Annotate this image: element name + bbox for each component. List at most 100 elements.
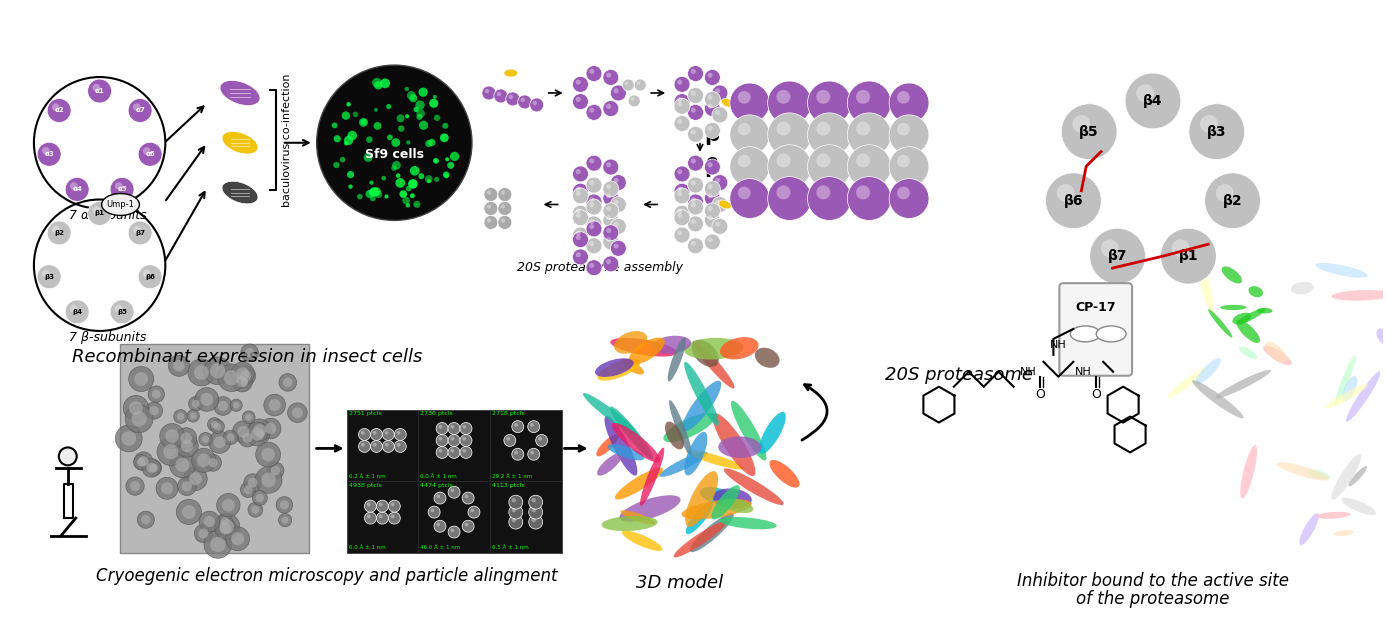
Text: α3: α3 bbox=[44, 151, 54, 157]
Ellipse shape bbox=[718, 200, 732, 209]
Circle shape bbox=[371, 78, 381, 88]
Circle shape bbox=[348, 185, 352, 189]
Circle shape bbox=[183, 467, 207, 490]
Ellipse shape bbox=[628, 337, 665, 365]
Circle shape bbox=[606, 216, 611, 221]
Ellipse shape bbox=[1300, 513, 1318, 545]
Circle shape bbox=[808, 81, 851, 125]
Circle shape bbox=[348, 131, 358, 140]
Circle shape bbox=[359, 441, 370, 453]
Circle shape bbox=[240, 482, 256, 497]
Ellipse shape bbox=[668, 337, 686, 382]
Circle shape bbox=[383, 428, 395, 441]
Circle shape bbox=[442, 500, 466, 524]
Circle shape bbox=[610, 219, 626, 234]
Circle shape bbox=[233, 421, 255, 443]
Circle shape bbox=[589, 219, 595, 224]
Circle shape bbox=[687, 126, 704, 142]
Text: 4113 ptcls: 4113 ptcls bbox=[492, 483, 525, 488]
Circle shape bbox=[484, 202, 498, 216]
Circle shape bbox=[614, 200, 618, 205]
Circle shape bbox=[391, 138, 401, 147]
Circle shape bbox=[65, 178, 89, 202]
Circle shape bbox=[575, 213, 581, 218]
Circle shape bbox=[42, 270, 50, 277]
Text: Cryoegenic electron microscopy and particle alingment: Cryoegenic electron microscopy and parti… bbox=[96, 567, 557, 585]
Circle shape bbox=[708, 237, 712, 242]
Circle shape bbox=[164, 444, 179, 459]
Circle shape bbox=[391, 502, 395, 506]
Ellipse shape bbox=[685, 432, 707, 475]
Circle shape bbox=[139, 142, 162, 166]
Circle shape bbox=[426, 175, 432, 183]
Circle shape bbox=[159, 423, 184, 448]
Circle shape bbox=[589, 180, 595, 185]
Circle shape bbox=[407, 91, 416, 100]
Ellipse shape bbox=[674, 521, 726, 557]
Circle shape bbox=[511, 448, 524, 460]
Circle shape bbox=[218, 401, 229, 411]
Circle shape bbox=[409, 180, 417, 188]
Ellipse shape bbox=[615, 468, 663, 499]
Circle shape bbox=[1216, 184, 1234, 202]
Circle shape bbox=[137, 458, 146, 466]
Circle shape bbox=[768, 176, 811, 221]
Circle shape bbox=[123, 396, 148, 421]
Circle shape bbox=[426, 140, 432, 147]
Circle shape bbox=[47, 221, 71, 245]
Circle shape bbox=[438, 437, 442, 441]
Circle shape bbox=[622, 79, 635, 91]
Circle shape bbox=[704, 234, 721, 250]
Circle shape bbox=[518, 95, 532, 109]
Circle shape bbox=[370, 428, 383, 441]
Circle shape bbox=[367, 502, 370, 506]
Text: β4: β4 bbox=[1143, 94, 1163, 108]
Circle shape bbox=[704, 123, 721, 138]
Circle shape bbox=[486, 190, 491, 195]
Circle shape bbox=[225, 370, 240, 386]
Ellipse shape bbox=[718, 436, 761, 458]
Circle shape bbox=[536, 434, 547, 446]
Circle shape bbox=[808, 176, 851, 221]
Circle shape bbox=[589, 202, 595, 207]
Circle shape bbox=[406, 140, 410, 145]
Circle shape bbox=[437, 446, 448, 458]
Circle shape bbox=[460, 434, 473, 446]
Circle shape bbox=[128, 99, 152, 123]
Circle shape bbox=[195, 387, 219, 411]
Circle shape bbox=[133, 103, 140, 111]
Circle shape bbox=[462, 520, 474, 532]
Circle shape bbox=[687, 87, 704, 104]
Circle shape bbox=[208, 431, 230, 453]
Circle shape bbox=[586, 260, 602, 276]
Circle shape bbox=[383, 441, 395, 453]
Ellipse shape bbox=[220, 80, 261, 106]
Text: β6: β6 bbox=[146, 274, 155, 280]
Circle shape bbox=[586, 238, 602, 254]
Circle shape bbox=[529, 98, 543, 112]
Circle shape bbox=[509, 495, 523, 509]
Circle shape bbox=[857, 90, 870, 104]
Ellipse shape bbox=[1192, 380, 1243, 418]
Circle shape bbox=[254, 424, 266, 437]
Circle shape bbox=[690, 241, 696, 246]
Circle shape bbox=[712, 85, 728, 101]
Circle shape bbox=[708, 73, 712, 78]
Ellipse shape bbox=[685, 362, 719, 426]
Circle shape bbox=[708, 95, 712, 100]
Circle shape bbox=[392, 161, 401, 169]
Ellipse shape bbox=[621, 510, 656, 525]
Circle shape bbox=[603, 181, 618, 197]
Circle shape bbox=[674, 205, 690, 221]
Ellipse shape bbox=[1349, 466, 1367, 487]
Circle shape bbox=[730, 115, 769, 155]
Circle shape bbox=[586, 66, 602, 82]
Circle shape bbox=[1160, 228, 1217, 284]
Ellipse shape bbox=[719, 517, 776, 529]
Circle shape bbox=[157, 477, 177, 499]
Circle shape bbox=[208, 418, 222, 432]
Circle shape bbox=[678, 169, 682, 174]
Circle shape bbox=[674, 94, 690, 109]
Circle shape bbox=[365, 512, 377, 524]
Ellipse shape bbox=[1326, 384, 1368, 408]
